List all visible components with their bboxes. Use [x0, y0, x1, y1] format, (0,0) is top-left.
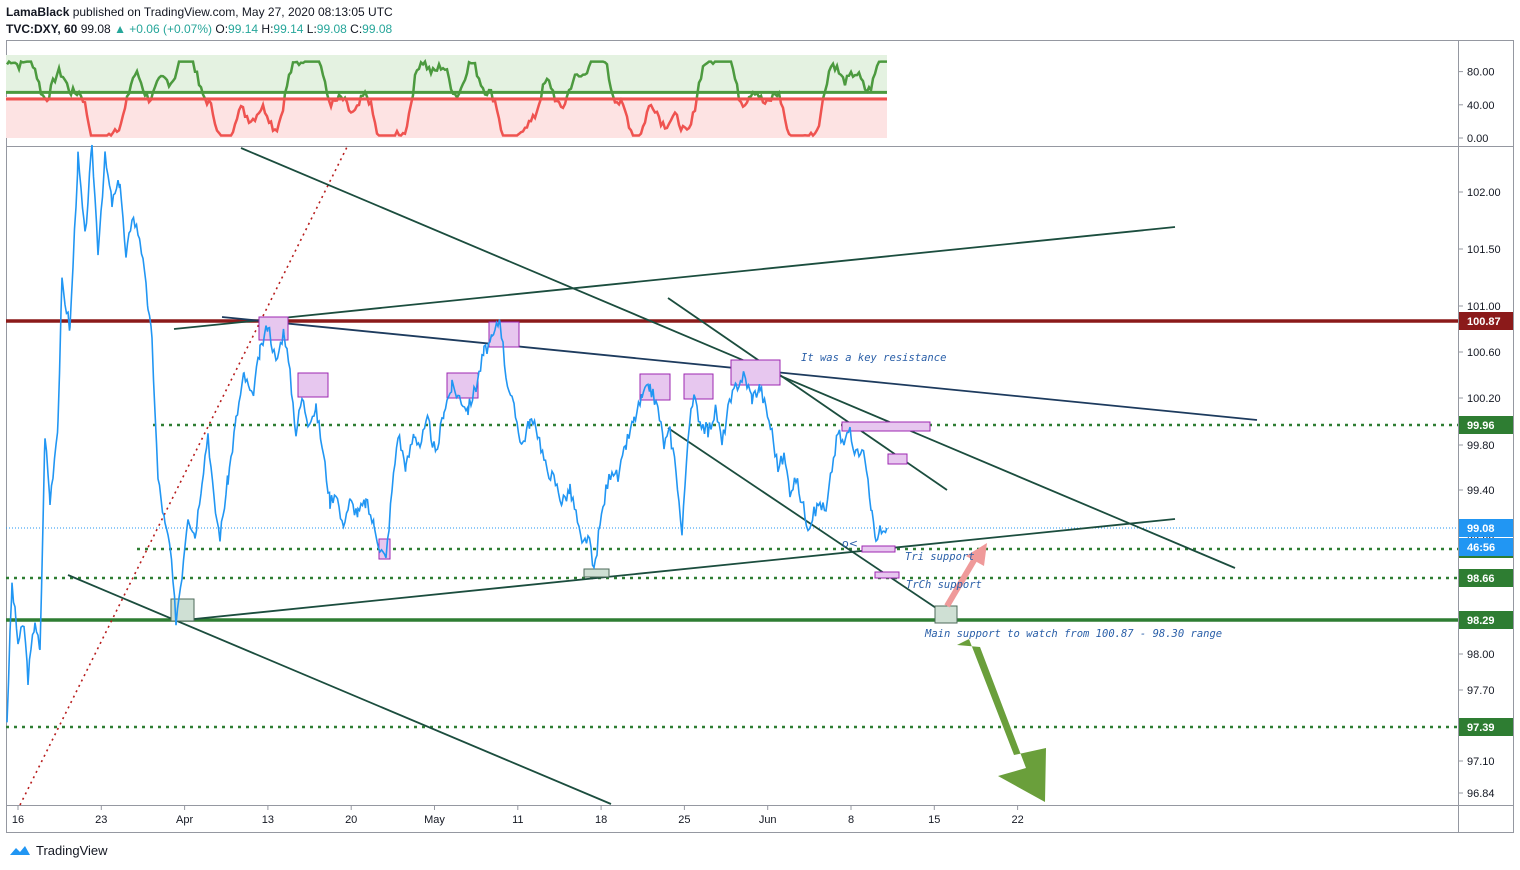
- time-tick-label: 18: [595, 814, 607, 826]
- price-tick-label: 99.40: [1467, 485, 1495, 497]
- high-value: 99.14: [273, 22, 304, 36]
- box-may-12: [683, 373, 714, 400]
- osc-tick-label: 80.00: [1467, 67, 1495, 79]
- price-label-text: 99.96: [1467, 420, 1495, 432]
- box-may-low: [583, 568, 610, 578]
- price-tick-label: 101.00: [1467, 301, 1501, 313]
- price-tick-label: 97.70: [1467, 685, 1495, 697]
- note-main-support: Main support to watch from 100.87 - 98.3…: [924, 628, 1222, 640]
- close-label: C:: [350, 22, 363, 36]
- price-label-box: [1459, 611, 1513, 629]
- price-line: [6, 144, 888, 723]
- marker-icon: o<: [842, 537, 858, 550]
- box-apr-mid: [297, 372, 329, 398]
- box-may-28: [887, 453, 908, 465]
- close-value: 99.08: [362, 22, 393, 36]
- price-tick-label: 99.80: [1467, 440, 1495, 452]
- price-label-box: [1459, 519, 1513, 537]
- open-label: O:: [215, 22, 229, 36]
- overbought-zone: [6, 55, 887, 93]
- symbol-info: TVC:DXY, 60 99.08 ▲ +0.06 (+0.07%) O:99.…: [6, 22, 392, 36]
- price-label-text: 97.39: [1467, 722, 1495, 734]
- countdown-box: [1459, 538, 1513, 556]
- tradingview-logo-icon: [10, 845, 30, 855]
- publish-info: LamaBlack published on TradingView.com, …: [6, 5, 393, 19]
- open-value: 99.14: [228, 22, 259, 36]
- time-tick-label: 20: [345, 814, 357, 826]
- price-label-text: 98.29: [1467, 615, 1495, 627]
- price-tick-label: 101.50: [1467, 244, 1501, 256]
- oscillator-line: [5, 58, 887, 138]
- channel-lower-line: [67, 574, 612, 805]
- time-tick-label: 13: [262, 814, 274, 826]
- time-tick-label: 23: [95, 814, 107, 826]
- time-tick-label: 11: [512, 814, 523, 826]
- osc-tick-label: 40.00: [1467, 100, 1495, 112]
- trendlines: [67, 147, 1258, 805]
- publish-text: published on TradingView.com, May 27, 20…: [69, 5, 393, 19]
- time-tick-label: 22: [1011, 814, 1023, 826]
- price-label-box: [1459, 312, 1513, 330]
- countdown-text: 46:56: [1467, 542, 1495, 554]
- price-tick-label: 97.10: [1467, 756, 1495, 768]
- note-key-resistance: It was a key resistance: [801, 352, 946, 364]
- price-tick-label: 102.00: [1467, 187, 1501, 199]
- price-label-text: 98.66: [1467, 573, 1495, 585]
- oscillator-pane[interactable]: 80.00 40.00 0.00: [5, 55, 1495, 145]
- time-tick-label: 15: [928, 814, 940, 826]
- author-name[interactable]: LamaBlack: [6, 5, 70, 19]
- low-label: L:: [306, 22, 317, 36]
- box-may-18: [730, 359, 781, 386]
- highlight-boxes[interactable]: [258, 316, 931, 579]
- upper-descending-trendline: [240, 147, 1236, 569]
- price-tick-label: 98.00: [1467, 649, 1495, 661]
- note-trch-support: TrCh support: [906, 579, 982, 591]
- chart-frame: [6, 40, 1514, 833]
- time-tick-label: May: [424, 814, 445, 826]
- tradingview-brand[interactable]: TradingView: [8, 843, 108, 858]
- last-price: 99.08: [80, 22, 111, 36]
- arrow-up-red: [944, 543, 987, 608]
- time-tick-label: 25: [678, 814, 690, 826]
- price-change: ▲ +0.06 (+0.07%): [114, 22, 213, 36]
- price-pane[interactable]: It was a key resistance Tri support TrCh…: [6, 144, 1513, 826]
- price-label-box: [1459, 718, 1513, 736]
- price-tick-label: 100.20: [1467, 393, 1501, 405]
- osc-tick-label: 0.00: [1467, 133, 1488, 145]
- symbol-label[interactable]: TVC:DXY, 60: [6, 22, 78, 36]
- note-tri-support: Tri support: [905, 551, 975, 563]
- time-tick-label: 8: [848, 814, 854, 826]
- low-value: 99.08: [316, 22, 347, 36]
- price-label-text: 100.87: [1467, 316, 1501, 328]
- box-target: [934, 605, 958, 624]
- price-label-box: [1459, 416, 1513, 434]
- box-trch-support: [874, 571, 900, 579]
- channel-mid-line: [667, 427, 946, 615]
- time-tick-label: 16: [12, 814, 24, 826]
- triangle-lower-line: [174, 518, 1176, 622]
- ascending-resistance-line: [173, 226, 1176, 330]
- dotted-trendline: [19, 144, 349, 806]
- price-label-text: 99.08: [1467, 523, 1495, 535]
- time-tick-label: Apr: [176, 814, 193, 826]
- time-tick-label: Jun: [759, 814, 777, 826]
- oversold-zone: [6, 97, 887, 138]
- box-tri-support: [861, 545, 896, 553]
- arrow-down-green: [957, 639, 1046, 802]
- box-apr-top: [258, 316, 289, 341]
- price-label-box: [1459, 569, 1513, 587]
- price-tick-label: 100.60: [1467, 347, 1501, 359]
- brand-text: TradingView: [36, 843, 108, 858]
- box-may-25: [841, 421, 931, 432]
- high-label: H:: [261, 22, 274, 36]
- price-tick-label: 96.84: [1467, 788, 1495, 800]
